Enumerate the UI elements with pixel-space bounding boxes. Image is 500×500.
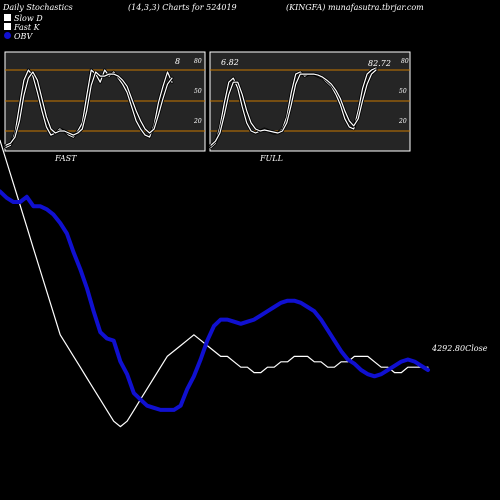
full-tick-80: 80	[401, 58, 409, 65]
fast-panel: 80 50 20 8 FAST	[4, 51, 206, 163]
fast-series-1-line	[5, 69, 173, 148]
legend-label-slow-d: Slow D	[14, 14, 43, 23]
fast-panel-title: FAST	[54, 154, 77, 163]
full-tick-50: 50	[399, 88, 407, 95]
full-series-1-line	[210, 67, 377, 148]
full-series-2-line	[210, 69, 377, 146]
fast-tick-20: 20	[193, 118, 202, 125]
close-price-value: 4292.80	[431, 344, 465, 353]
full-panel: 50 20 6.82 82.72 80 FULL	[209, 51, 411, 163]
fast-end-label: 8	[175, 57, 180, 66]
header-right: (KINGFA) munafasutra.tbrjar.com	[286, 3, 424, 12]
obv-price-plot	[0, 139, 430, 428]
legend-swatch-fast-k	[4, 23, 11, 30]
full-start-label: 6.82	[221, 58, 239, 67]
full-tick-20: 20	[398, 118, 407, 125]
legend: Slow D Fast K OBV	[4, 14, 43, 41]
fast-tick-80: 80	[194, 58, 202, 65]
header-middle: (14,3,3) Charts for 524019	[128, 3, 237, 12]
legend-label-obv: OBV	[14, 32, 33, 41]
legend-swatch-obv	[4, 32, 11, 39]
close-price-suffix: Close	[465, 344, 488, 353]
price-line	[0, 139, 429, 428]
full-end-label: 82.72	[368, 59, 391, 68]
legend-swatch-slow-d	[4, 14, 11, 21]
header-left: Daily Stochastics	[2, 3, 73, 12]
fast-series-2-line	[5, 71, 173, 146]
full-panel-title: FULL	[259, 154, 283, 163]
fast-tick-50: 50	[194, 88, 202, 95]
close-price-label: 4292.80Close	[431, 344, 488, 353]
legend-label-fast-k: Fast K	[13, 23, 41, 32]
obv-line	[0, 189, 430, 412]
